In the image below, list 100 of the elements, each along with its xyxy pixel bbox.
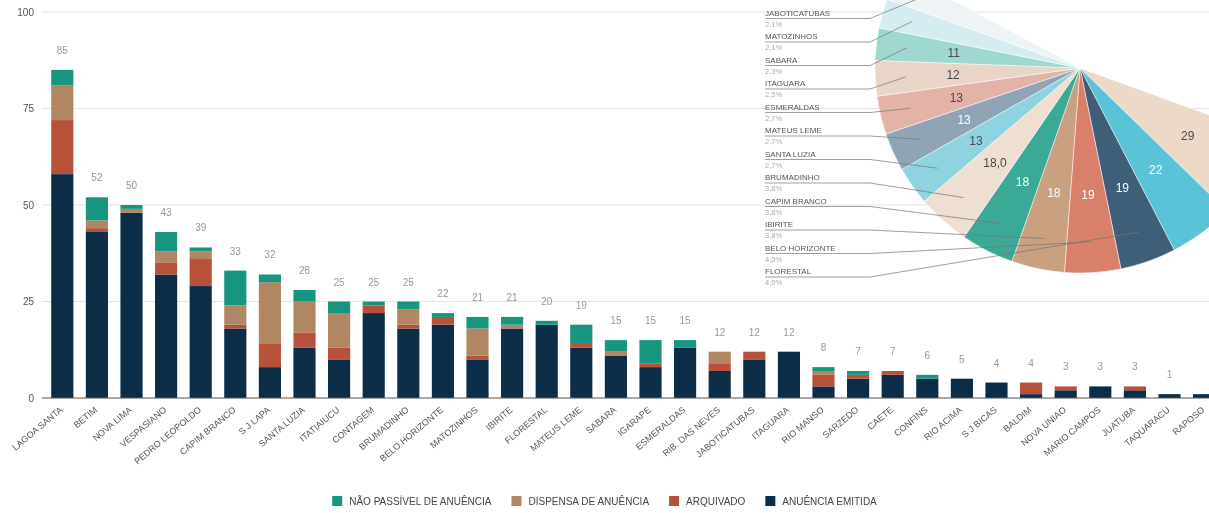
bar (501, 316, 524, 325)
slice-label: FLORESTAL (765, 267, 812, 276)
bar (604, 340, 627, 352)
total-label: 4 (1028, 357, 1035, 369)
bar (51, 69, 74, 86)
slice-label: CAPIM BRANCO (765, 196, 827, 206)
bar (155, 251, 178, 263)
total-label: 43 (160, 207, 173, 219)
bar (708, 351, 731, 364)
bar (431, 324, 454, 398)
bar (708, 370, 731, 398)
total-label: 15 (644, 315, 657, 327)
bar (916, 378, 939, 398)
bar (189, 251, 212, 260)
bar (120, 208, 143, 213)
bar (155, 274, 178, 398)
bar (847, 374, 870, 379)
bar (189, 259, 212, 287)
bar (258, 367, 281, 398)
total-label: 12 (748, 326, 761, 338)
total-label: 1 (1166, 369, 1173, 381)
bar (293, 347, 316, 398)
bar (708, 363, 731, 371)
slice-label: ITAGUARA (765, 79, 806, 88)
total-label: 7 (889, 345, 896, 357)
bar (328, 301, 351, 314)
bar (639, 340, 662, 364)
bar (155, 232, 178, 252)
legend-label: NÃO PASSÍVEL DE ANUÊNCIA (349, 495, 492, 507)
bar (812, 370, 835, 375)
slice-label: IBIRITE (765, 220, 794, 229)
total-label: 21 (506, 291, 519, 303)
bar (258, 274, 281, 283)
bar (847, 378, 870, 398)
bar (362, 305, 385, 314)
bar (189, 247, 212, 252)
total-label: 3 (1097, 361, 1104, 373)
bar (328, 347, 351, 360)
total-label: 28 (298, 264, 311, 276)
total-label: 5 (959, 353, 966, 365)
bar (570, 343, 593, 348)
bar (258, 282, 281, 344)
bar (881, 370, 904, 375)
bar (120, 205, 143, 209)
total-label: 19 (575, 299, 588, 311)
slice-label: SABARA (765, 55, 799, 65)
y-tick-label: 75 (22, 103, 35, 115)
bar (812, 367, 835, 371)
slice-label: ESMERALDAS (765, 102, 820, 112)
bar (570, 347, 593, 398)
bar (155, 262, 178, 275)
bar (397, 328, 420, 398)
total-label: 3 (1132, 361, 1139, 373)
bar (51, 120, 74, 175)
bar (466, 328, 489, 356)
y-tick-label: 25 (22, 296, 35, 308)
bar (431, 316, 454, 325)
total-label: 20 (541, 295, 553, 307)
slice-label: MATEUS LEME (765, 126, 822, 135)
bar (743, 351, 766, 360)
bar (639, 363, 662, 368)
slice-label: SANTA LUZIA (765, 149, 817, 159)
bar (501, 328, 524, 398)
bar (224, 305, 247, 325)
bar (397, 309, 420, 325)
bar (1054, 390, 1077, 398)
bar (812, 386, 835, 398)
bar (1123, 386, 1146, 391)
total-label: 8 (820, 342, 827, 354)
bar (397, 301, 420, 310)
data-label: 18 (1015, 174, 1030, 189)
bar (85, 197, 108, 221)
bar (293, 332, 316, 348)
bar (85, 220, 108, 229)
slice-label: MATOZINHOS (765, 32, 818, 41)
bar (85, 228, 108, 233)
y-tick-label: 50 (22, 199, 35, 211)
bar (1054, 386, 1077, 391)
total-label: 12 (714, 326, 726, 338)
bar (1020, 382, 1043, 395)
total-label: 25 (333, 276, 346, 288)
total-label: 25 (402, 276, 415, 288)
bar (501, 324, 524, 329)
data-label: 13 (969, 134, 983, 149)
bar (328, 359, 351, 398)
total-label: 22 (437, 288, 449, 300)
data-label: 18 (1047, 185, 1061, 200)
data-label: 18,0 (983, 155, 1008, 170)
data-label: 12 (946, 67, 961, 82)
y-tick-label: 0 (28, 392, 35, 404)
bar (881, 374, 904, 398)
bar (604, 355, 627, 398)
legend-label: ANUÊNCIA EMITIDA (782, 495, 878, 507)
bar (397, 324, 420, 329)
bar (777, 351, 800, 398)
data-label: 29 (1180, 128, 1195, 143)
slice-label: BELO HORIZONTE (765, 243, 836, 253)
bar (120, 212, 143, 398)
bar (293, 301, 316, 333)
data-label: 13 (957, 113, 972, 128)
